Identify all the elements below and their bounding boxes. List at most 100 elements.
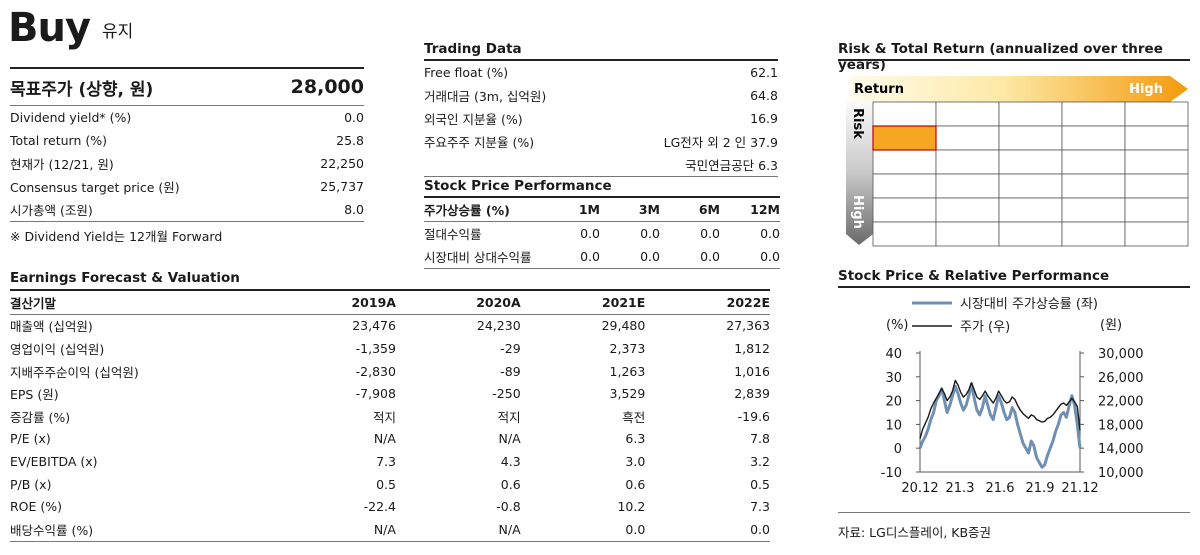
risk-highlight-cell (873, 126, 936, 150)
performance-cell: 0.0 (720, 245, 780, 269)
target-row-value: 0.0 (291, 106, 364, 129)
target-row-value: 25.8 (291, 129, 364, 152)
performance-cell: 0.0 (540, 222, 600, 246)
target-row-value: 25,737 (291, 175, 364, 198)
risk-grid-cell (873, 222, 936, 246)
earnings-row: P/B (x) 0.5 0.6 0.6 0.5 (10, 473, 770, 496)
left-tick-label: 40 (885, 347, 902, 362)
earnings-cell: 10.2 (521, 495, 646, 518)
earnings-cell: -7,908 (271, 382, 396, 405)
performance-cell: 0.0 (600, 245, 660, 269)
earnings-cell: 3.2 (645, 450, 770, 473)
trading-row-value: 64.8 (607, 84, 778, 107)
left-tick-label: -10 (881, 466, 902, 481)
target-row-label: Total return (%) (10, 129, 291, 152)
earnings-row: 지배주주순이익 (십억원) -2,830 -89 1,263 1,016 (10, 360, 770, 383)
right-tick-label: 14,000 (1098, 442, 1144, 457)
risk-grid-cell (999, 102, 1062, 126)
earnings-cell: 0.6 (396, 473, 521, 496)
trading-row: 국민연금공단 6.3 (424, 153, 778, 177)
risk-grid-cell (999, 150, 1062, 174)
risk-grid-cell (1062, 126, 1125, 150)
earnings-table: 결산기말 2019A 2020A 2021E 2022E 매출액 (십억원) 23,476 2… (10, 289, 770, 542)
x-tick-label: 21.6 (986, 481, 1015, 496)
risk-grid-cell (936, 126, 999, 150)
return-high-label: High (1129, 82, 1163, 97)
earnings-cell: 23,476 (271, 314, 396, 337)
earnings-header-year: 2021E (521, 290, 646, 314)
target-row: Dividend yield* (%) 0.0 (10, 106, 364, 129)
performance-header-period: 1M (540, 197, 600, 222)
risk-grid-cell (1062, 102, 1125, 126)
earnings-cell: 0.5 (645, 473, 770, 496)
earnings-row: EV/EBITDA (x) 7.3 4.3 3.0 3.2 (10, 450, 770, 473)
x-tick-label: 20.12 (901, 481, 938, 496)
risk-grid-cell (999, 198, 1062, 222)
risk-grid-cell (873, 150, 936, 174)
risk-grid-cell (936, 174, 999, 198)
risk-grid-cell (936, 102, 999, 126)
earnings-row-label: EV/EBITDA (x) (10, 450, 271, 473)
risk-grid-cell (873, 198, 936, 222)
risk-high-label: High (850, 195, 865, 229)
risk-grid-cell (1062, 150, 1125, 174)
earnings-cell: 7.3 (645, 495, 770, 518)
target-row: Total return (%) 25.8 (10, 129, 364, 152)
target-table: Dividend yield* (%) 0.0 Total return (%) 25… (10, 106, 364, 222)
earnings-header-year: 2022E (645, 290, 770, 314)
earnings-cell: 0.5 (271, 473, 396, 496)
performance-row: 절대수익률 0.0 0.0 0.0 0.0 (424, 222, 780, 246)
chart-source: 자료: LG디스플레이, KB증권 (838, 522, 991, 541)
earnings-cell: 2,373 (521, 337, 646, 360)
target-price-value: 28,000 (291, 76, 364, 98)
risk-grid-cell (873, 102, 936, 126)
earnings-row: EPS (원) -7,908 -250 3,529 2,839 (10, 382, 770, 405)
earnings-row-label: ROE (%) (10, 495, 271, 518)
earnings-header-year: 2019A (271, 290, 396, 314)
earnings-cell: N/A (271, 428, 396, 451)
left-tick-label: 0 (894, 442, 902, 457)
performance-cell: 0.0 (660, 222, 720, 246)
earnings-header-label: 결산기말 (10, 290, 271, 314)
earnings-cell: 1,263 (521, 360, 646, 383)
trading-row-label (424, 153, 607, 177)
target-price-label: 목표주가 (상향, 원) (10, 75, 153, 100)
right-tick-label: 22,000 (1098, 395, 1144, 410)
earnings-cell: 3,529 (521, 382, 646, 405)
earnings-cell: 3.0 (521, 450, 646, 473)
earnings-cell: 4.3 (396, 450, 521, 473)
right-tick-label: 10,000 (1098, 466, 1144, 481)
earnings-cell: 0.0 (645, 518, 770, 541)
risk-grid-cell (873, 174, 936, 198)
rating-title: Buy (8, 8, 90, 48)
target-row-value: 8.0 (291, 198, 364, 222)
left-tick-label: 20 (885, 395, 902, 410)
relative-performance-line (920, 384, 1080, 467)
risk-grid-cell (1062, 174, 1125, 198)
performance-cell: 0.0 (720, 222, 780, 246)
risk-grid-cell (936, 222, 999, 246)
risk-grid-cell (936, 150, 999, 174)
right-tick-label: 18,000 (1098, 418, 1144, 433)
performance-row: 시장대비 상대수익률 0.0 0.0 0.0 0.0 (424, 245, 780, 269)
left-tick-label: 10 (885, 418, 902, 433)
x-tick-label: 21.9 (1026, 481, 1055, 496)
performance-row-label: 절대수익률 (424, 222, 540, 246)
earnings-cell: 6.3 (521, 428, 646, 451)
trading-title: Trading Data (424, 41, 522, 57)
earnings-cell: 2,839 (645, 382, 770, 405)
right-unit: (원) (1100, 318, 1122, 333)
target-row: Consensus target price (원) 25,737 (10, 175, 364, 198)
trading-row-label: 주요주주 지분율 (%) (424, 130, 607, 153)
earnings-row: 매출액 (십억원) 23,476 24,230 29,480 27,363 (10, 314, 770, 337)
performance-cell: 0.0 (660, 245, 720, 269)
earnings-row-label: P/B (x) (10, 473, 271, 496)
earnings-row-label: 매출액 (십억원) (10, 314, 271, 337)
risk-grid-cell (1125, 198, 1188, 222)
earnings-row-label: P/E (x) (10, 428, 271, 451)
earnings-cell: 7.3 (271, 450, 396, 473)
performance-title: Stock Price Performance (424, 178, 612, 194)
trading-row-value: 16.9 (607, 107, 778, 130)
earnings-row-label: 지배주주순이익 (십억원) (10, 360, 271, 383)
risk-grid-cell (999, 174, 1062, 198)
